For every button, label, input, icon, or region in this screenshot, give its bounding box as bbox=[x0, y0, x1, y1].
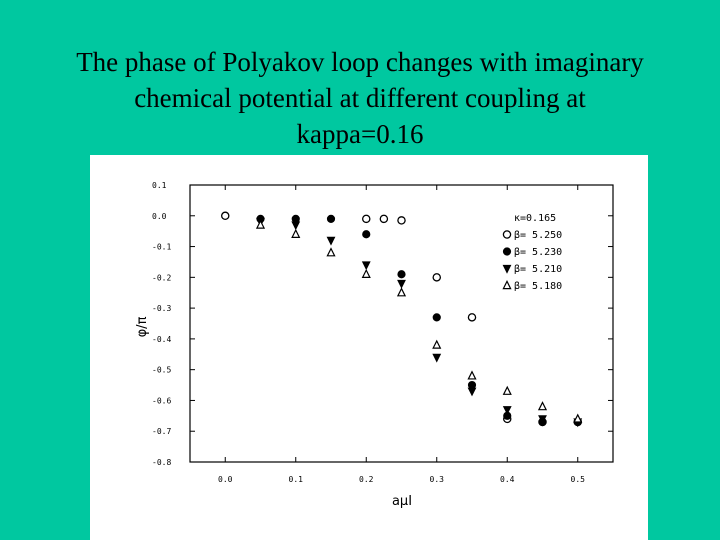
x-tick-label: 0.4 bbox=[500, 475, 515, 484]
point-triangle-up-open bbox=[432, 339, 442, 349]
point-triangle-down-filled bbox=[502, 264, 512, 274]
point-circle-open bbox=[432, 273, 441, 282]
point-circle-open bbox=[379, 214, 389, 224]
phase-scatter-chart: 0.1 0.0 -0.1 -0.2 -0.3 -0.4 -0.5 -0.6 -0.7 -0.8 0… bbox=[135, 181, 614, 509]
y-tick-label: -0.1 bbox=[152, 243, 171, 252]
x-tick-label: 0.1 bbox=[289, 475, 304, 484]
data-points bbox=[220, 211, 583, 428]
point-triangle-up-open bbox=[291, 228, 301, 238]
point-triangle-up-open bbox=[326, 247, 336, 257]
slide-title-line-3: kappa=0.16 bbox=[296, 119, 424, 149]
y-tick-label: -0.8 bbox=[152, 458, 171, 467]
legend: κ=0.165 β= 5.250 β= 5.230 β= 5.210 β= 5.180 bbox=[502, 213, 562, 292]
point-triangle-up-open bbox=[361, 268, 371, 278]
point-triangle-down-filled bbox=[397, 279, 406, 289]
point-triangle-down-filled bbox=[502, 406, 512, 415]
point-circle-filled bbox=[432, 313, 441, 322]
x-axis-title: aμI bbox=[392, 494, 412, 509]
point-triangle-down-filled bbox=[432, 353, 442, 363]
legend-header: κ=0.165 bbox=[514, 213, 556, 224]
x-tick-label: 0.3 bbox=[430, 475, 445, 484]
point-circle-filled bbox=[397, 270, 406, 279]
x-tick-label: 0.5 bbox=[571, 475, 586, 484]
y-tick-label: -0.7 bbox=[152, 427, 171, 436]
point-triangle-up-open bbox=[502, 385, 512, 395]
point-circle-open bbox=[361, 214, 371, 224]
y-axis: 0.1 0.0 -0.1 -0.2 -0.3 -0.4 -0.5 -0.6 -0.7 -0.8 bbox=[152, 181, 613, 467]
point-circle-filled bbox=[502, 247, 512, 256]
slide-title: The phase of Polyakov loop changes with … bbox=[40, 44, 680, 152]
point-circle-filled bbox=[362, 230, 371, 239]
point-triangle-up-open bbox=[502, 280, 512, 290]
legend-label: β= 5.250 bbox=[514, 230, 562, 241]
x-tick-label: 0.0 bbox=[218, 475, 233, 484]
point-triangle-up-open bbox=[537, 401, 548, 411]
x-tick-label: 0.2 bbox=[359, 475, 374, 484]
plot-frame bbox=[189, 184, 614, 463]
plot-panel: 0.1 0.0 -0.1 -0.2 -0.3 -0.4 -0.5 -0.6 -0.7 -0.8 0… bbox=[90, 155, 648, 540]
point-circle-open bbox=[502, 230, 512, 239]
point-triangle-up-open bbox=[396, 287, 407, 297]
point-circle-filled bbox=[326, 214, 336, 223]
point-circle-filled bbox=[467, 380, 477, 390]
point-triangle-up-open bbox=[255, 219, 266, 229]
x-axis: 0.0 0.1 0.2 0.3 0.4 0.5 bbox=[218, 185, 585, 484]
legend-label: β= 5.230 bbox=[514, 247, 562, 258]
y-tick-label: -0.2 bbox=[152, 273, 171, 282]
y-tick-label: -0.3 bbox=[152, 304, 171, 313]
y-axis-title: φ/π bbox=[135, 316, 150, 337]
point-circle-open bbox=[397, 216, 406, 225]
y-tick-label: 0.1 bbox=[152, 181, 167, 190]
y-tick-label: -0.4 bbox=[152, 335, 171, 344]
point-triangle-up-open bbox=[573, 413, 583, 423]
point-circle-open bbox=[467, 313, 477, 322]
point-triangle-down-filled bbox=[361, 261, 371, 271]
point-circle-open bbox=[220, 211, 230, 221]
y-tick-label: -0.5 bbox=[152, 366, 171, 375]
slide-title-line-2: chemical potential at different coupling… bbox=[134, 83, 586, 113]
y-tick-label: -0.6 bbox=[152, 396, 171, 405]
slide-title-line-1: The phase of Polyakov loop changes with … bbox=[76, 47, 644, 77]
legend-label: β= 5.180 bbox=[514, 281, 562, 292]
y-tick-label: 0.0 bbox=[152, 212, 167, 221]
point-triangle-down-filled bbox=[326, 236, 336, 246]
point-triangle-down-filled bbox=[538, 415, 547, 425]
point-triangle-down-filled bbox=[467, 387, 477, 397]
legend-label: β= 5.210 bbox=[514, 264, 562, 275]
point-circle-filled bbox=[291, 214, 300, 223]
point-triangle-down-filled bbox=[291, 221, 301, 231]
point-triangle-up-open bbox=[467, 370, 477, 380]
